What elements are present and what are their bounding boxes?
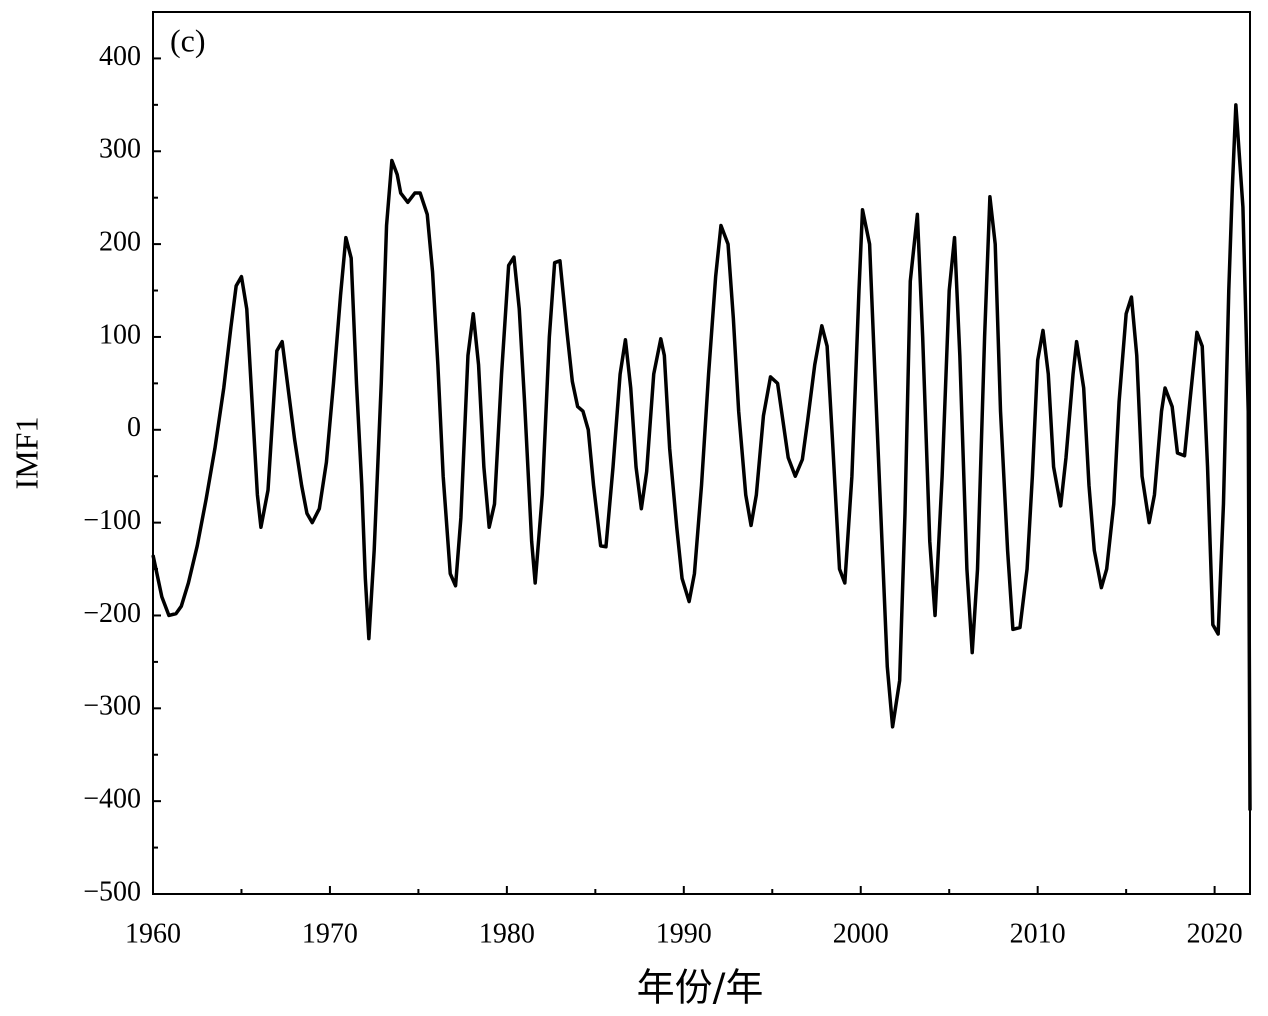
x-tick-label: 1980 — [479, 918, 535, 949]
y-tick-label: 100 — [99, 319, 141, 350]
y-tick-label: 300 — [99, 134, 141, 165]
panel-label: (c) — [170, 22, 206, 58]
y-axis-label: IMF1 — [8, 417, 44, 490]
y-tick-label: −200 — [83, 598, 141, 629]
y-tick-label: 200 — [99, 227, 141, 258]
y-tick-label: 0 — [127, 412, 141, 443]
y-tick-label: −300 — [83, 691, 141, 722]
x-tick-label: 1970 — [302, 918, 358, 949]
y-tick-label: −100 — [83, 505, 141, 536]
x-axis-label: 年份/年 — [637, 966, 764, 1010]
x-tick-label: 2020 — [1187, 918, 1243, 949]
x-tick-label: 1990 — [656, 918, 712, 949]
plot-frame — [152, 11, 1251, 895]
x-tick-label: 1960 — [125, 918, 181, 949]
y-tick-label: 400 — [99, 41, 141, 72]
y-tick-label: −400 — [83, 784, 141, 815]
y-tick-label: −500 — [83, 876, 141, 907]
x-tick-label: 2000 — [833, 918, 889, 949]
x-tick-label: 2010 — [1010, 918, 1066, 949]
data-line — [151, 103, 1252, 811]
